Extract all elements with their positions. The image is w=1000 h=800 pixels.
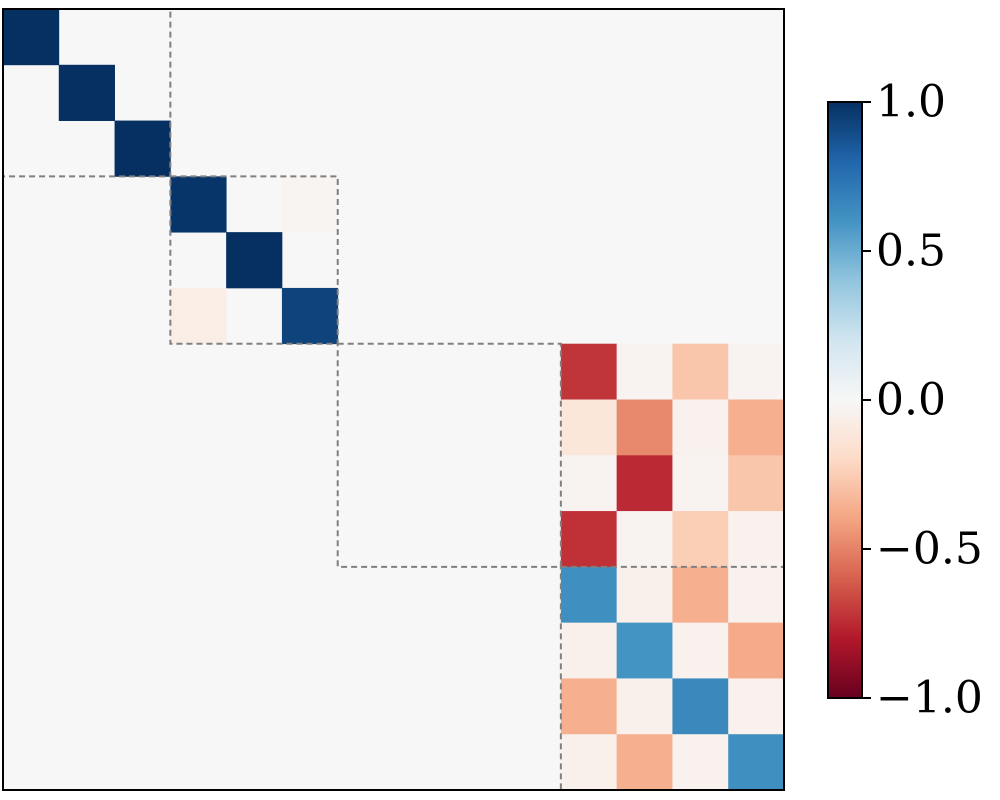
colorbar-tick-label: −1.0 xyxy=(876,673,983,724)
heatmap-cell xyxy=(616,566,673,624)
heatmap-cell xyxy=(114,120,171,177)
heatmap-cell xyxy=(616,734,673,791)
heatmap-cell xyxy=(58,64,115,121)
heatmap-cell xyxy=(672,566,729,624)
heatmap-cell xyxy=(170,176,227,233)
heatmap-cell xyxy=(672,343,729,400)
heatmap-cell xyxy=(560,622,618,679)
heatmap-cell xyxy=(281,176,339,233)
colorbar-ticks: 1.0 0.5 0.0 −0.5 −1.0 xyxy=(862,77,983,724)
heatmap-cell xyxy=(281,287,339,345)
heatmap-cell xyxy=(616,455,673,512)
heatmap-cell xyxy=(728,622,785,679)
heatmap-cell xyxy=(3,9,60,66)
heatmap-cell xyxy=(560,678,618,735)
heatmap-cell xyxy=(672,734,729,791)
heatmap-cell xyxy=(728,734,785,791)
colorbar-gradient xyxy=(828,102,862,698)
heatmap-cell xyxy=(672,678,729,735)
heatmap-cell xyxy=(560,343,618,400)
colorbar-tick-label: −0.5 xyxy=(876,524,983,575)
heatmap-cell xyxy=(728,566,785,624)
heatmap-cell xyxy=(560,734,618,791)
colorbar-tick-label: 0.5 xyxy=(876,226,946,277)
heatmap-cell xyxy=(560,455,618,512)
heatmap-cell xyxy=(170,287,227,345)
colorbar-tick-label: 1.0 xyxy=(876,77,946,128)
heatmap-cell xyxy=(728,511,785,568)
heatmap-cell xyxy=(616,399,673,456)
heatmap-cell xyxy=(672,511,729,568)
heatmap-cell xyxy=(728,343,785,400)
heatmap-cells xyxy=(3,9,785,791)
colorbar: 1.0 0.5 0.0 −0.5 −1.0 xyxy=(827,77,983,724)
block-outline xyxy=(169,175,339,345)
heatmap-cell xyxy=(728,399,785,456)
heatmap-cell xyxy=(728,455,785,512)
heatmap-cell xyxy=(672,399,729,456)
heatmap-cell xyxy=(728,678,785,735)
heatmap-cell xyxy=(560,566,618,624)
heatmap-cell xyxy=(672,455,729,512)
heatmap-cell xyxy=(616,343,673,400)
heatmap-frame xyxy=(2,8,785,791)
heatmap-cell xyxy=(560,511,618,568)
heatmap-cell xyxy=(226,232,283,289)
heatmap-cell xyxy=(672,622,729,679)
heatmap-cell xyxy=(560,399,618,456)
heatmap-cell xyxy=(616,678,673,735)
block-outline xyxy=(336,342,562,568)
colorbar-tick-label: 0.0 xyxy=(876,375,946,426)
heatmap-cell xyxy=(616,511,673,568)
heatmap-cell xyxy=(616,622,673,679)
